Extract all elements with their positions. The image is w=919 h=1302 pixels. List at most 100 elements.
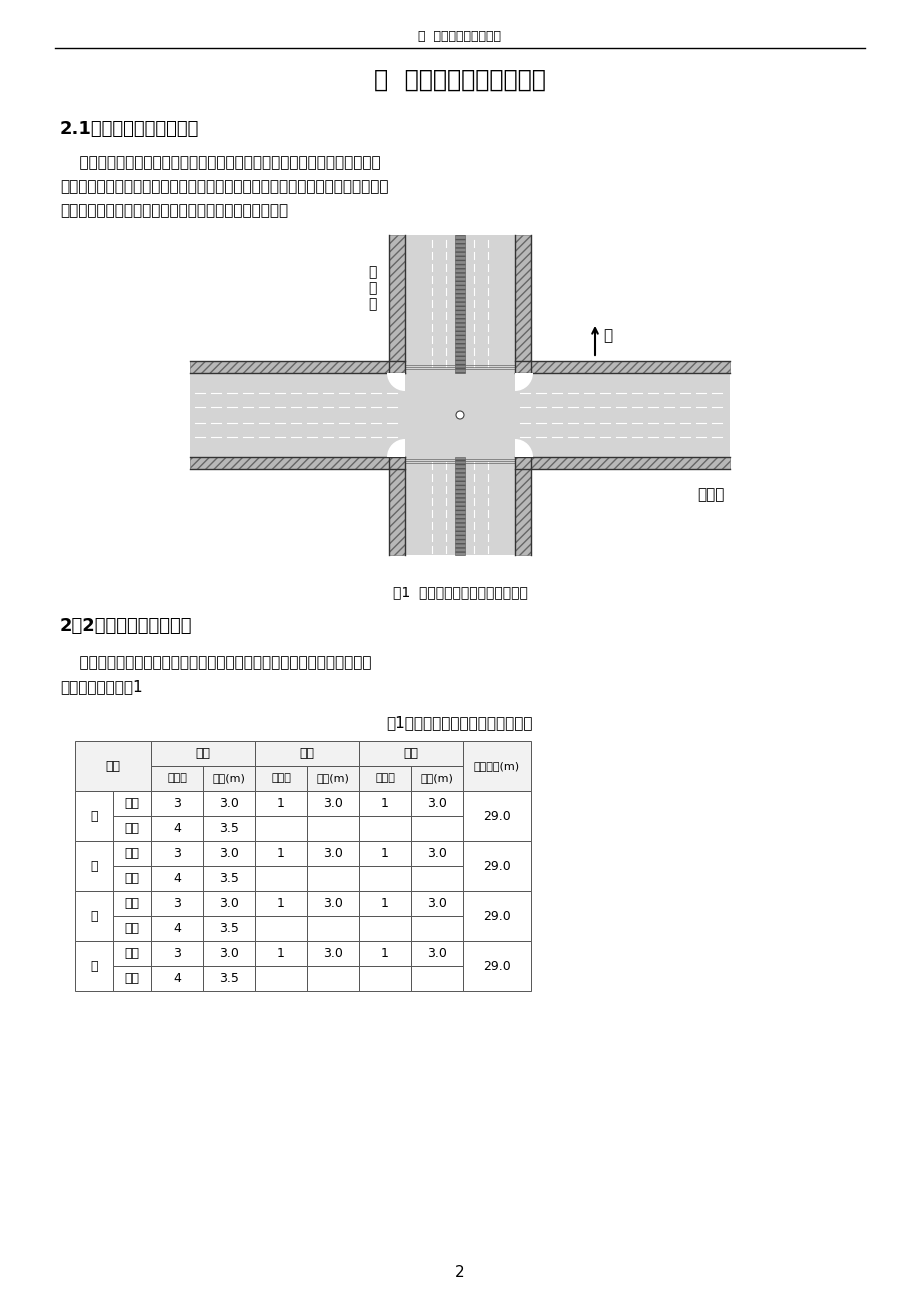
Bar [113,866,151,891]
Text: 3.5: 3.5 [219,872,239,885]
Bar [190,361,404,372]
Bar [255,917,307,941]
Text: 3.0: 3.0 [323,947,343,960]
Text: 1: 1 [380,848,389,861]
Bar [255,741,358,766]
Bar [515,361,729,372]
Bar [203,966,255,991]
Text: 3.0: 3.0 [219,797,239,810]
Bar [151,966,203,991]
Text: 1: 1 [277,947,285,960]
Bar [151,741,255,766]
Text: 29.0: 29.0 [482,859,510,872]
Bar [75,941,113,991]
Text: 29.0: 29.0 [482,810,510,823]
Bar [151,917,203,941]
Text: 3.0: 3.0 [323,897,343,910]
Bar [151,866,203,891]
Text: 4: 4 [173,922,181,935]
Text: 1: 1 [380,897,389,910]
Bar [358,917,411,941]
Bar [75,841,113,891]
Text: 29.0: 29.0 [482,910,510,923]
Text: 二  交叉口现状调查与分析: 二 交叉口现状调查与分析 [374,68,545,92]
Bar [113,917,151,941]
Bar [462,891,530,941]
Bar [151,792,203,816]
Bar [358,941,411,966]
Text: 北: 北 [602,328,611,342]
Text: 3.5: 3.5 [219,822,239,835]
Bar [203,941,255,966]
Bar [411,941,462,966]
Bar [411,891,462,917]
Text: 淄博市南京路与人民路交叉口，位于理工大学东北处，附近有瑞贤园，凯瑞: 淄博市南京路与人民路交叉口，位于理工大学东北处，附近有瑞贤园，凯瑞 [60,155,380,171]
Text: 直行: 直行 [196,747,210,760]
Bar [307,841,358,866]
Text: 西: 西 [90,859,97,872]
Bar [113,792,151,816]
Text: 进口: 进口 [124,848,140,861]
Bar [307,941,358,966]
Bar [255,941,307,966]
Bar [455,457,464,555]
Text: 3.0: 3.0 [426,848,447,861]
Text: 3.0: 3.0 [323,848,343,861]
Text: 表1南京路与人民路交叉口基本情况: 表1南京路与人民路交叉口基本情况 [386,715,533,730]
Text: 北: 北 [90,960,97,973]
Bar [358,891,411,917]
Text: 4: 4 [173,822,181,835]
Text: 1: 1 [380,797,389,810]
Bar [515,457,729,469]
Text: 3.5: 3.5 [219,922,239,935]
Text: 右转: 右转 [300,747,314,760]
Text: 29.0: 29.0 [482,960,510,973]
Bar [255,966,307,991]
Bar [411,841,462,866]
Bar [151,891,203,917]
Text: 路幅宽度(m): 路幅宽度(m) [473,760,519,771]
Bar [203,891,255,917]
Bar [515,457,530,555]
Bar [255,866,307,891]
Bar [75,741,151,792]
Text: 4: 4 [173,872,181,885]
Bar [358,792,411,816]
Bar [151,941,203,966]
Text: 3.5: 3.5 [219,973,239,986]
Bar [411,766,462,792]
Bar [358,741,462,766]
Text: 3.0: 3.0 [219,848,239,861]
Text: 南: 南 [90,910,97,923]
Bar [190,457,404,469]
Text: 车道数: 车道数 [167,773,187,784]
Text: 2.1交叉口区域位置及现状: 2.1交叉口区域位置及现状 [60,120,199,138]
Bar [255,841,307,866]
Bar [203,841,255,866]
Text: 车道数: 车道数 [375,773,394,784]
Bar [389,234,404,372]
Text: 2: 2 [455,1266,464,1280]
Text: 3.0: 3.0 [426,897,447,910]
Bar [255,891,307,917]
Bar [411,917,462,941]
Text: 1: 1 [380,947,389,960]
Bar [358,816,411,841]
Text: 出口: 出口 [124,973,140,986]
Bar [358,966,411,991]
Bar [113,816,151,841]
Bar [203,917,255,941]
Text: 通过对南京路与人民路交叉口的实地测量和观测得到了交叉口车道的组成: 通过对南京路与人民路交叉口的实地测量和观测得到了交叉口车道的组成 [60,655,371,671]
Bar [358,841,411,866]
Bar [113,941,151,966]
Text: 3: 3 [173,897,181,910]
Bar [307,891,358,917]
Bar [307,792,358,816]
Bar [515,372,729,457]
Bar [462,741,530,792]
Text: 人民路: 人民路 [697,487,724,503]
Bar [307,816,358,841]
Text: 进口: 进口 [124,947,140,960]
Bar [411,966,462,991]
Text: 3: 3 [173,947,181,960]
